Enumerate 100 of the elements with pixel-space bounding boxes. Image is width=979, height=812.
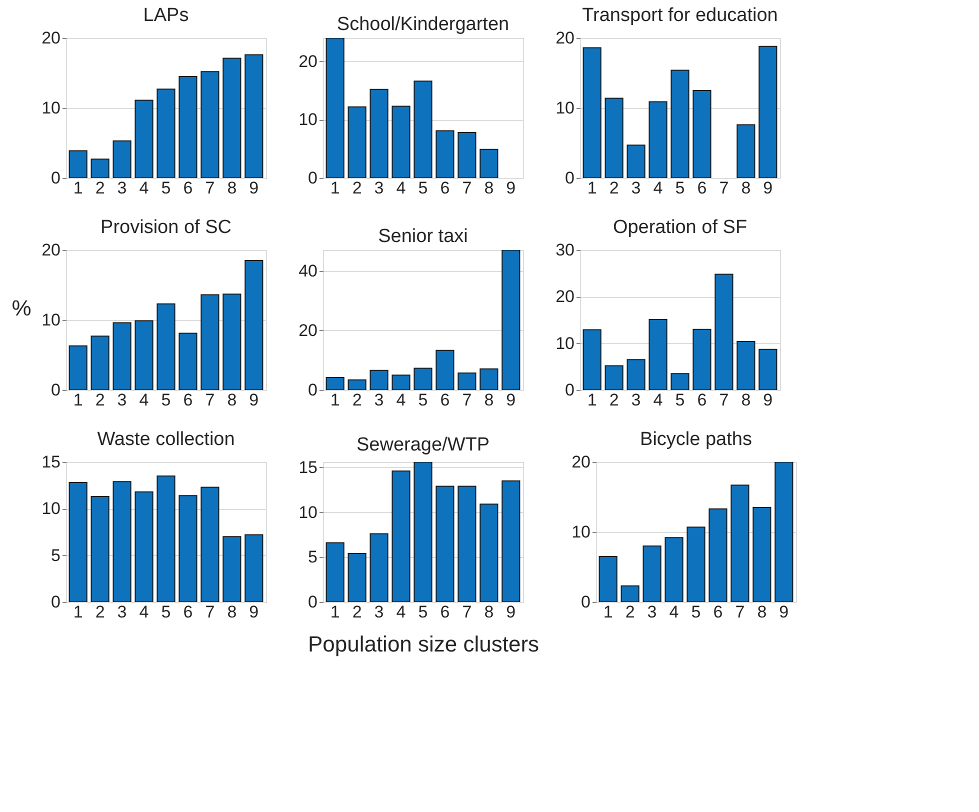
bar (502, 250, 520, 390)
y-tick-label: 30 (556, 240, 574, 260)
x-tick-label: 3 (631, 390, 641, 410)
x-tick-label: 3 (117, 390, 127, 410)
bar (326, 376, 344, 390)
x-tick-label: 6 (440, 602, 450, 622)
bar (730, 484, 750, 602)
x-tick-label: 4 (139, 390, 149, 410)
y-tick-label: 20 (298, 52, 318, 71)
x-tick-label: 8 (484, 178, 494, 198)
x-tick-label: 8 (227, 390, 237, 410)
x-tick-label: 9 (506, 602, 516, 622)
bar (134, 100, 154, 178)
bar (326, 38, 344, 178)
x-tick-label: 2 (95, 390, 105, 410)
bar (604, 365, 624, 390)
x-tick-label: 7 (205, 390, 215, 410)
x-tick-label: 6 (183, 178, 193, 198)
bar (414, 80, 432, 178)
x-tick-label: 5 (161, 602, 171, 622)
x-tick-label: 4 (139, 178, 149, 198)
bar (134, 491, 154, 602)
y-tick-label: 20 (42, 240, 60, 260)
y-tick-label: 0 (565, 380, 574, 400)
bar (112, 322, 132, 390)
bar (736, 124, 756, 178)
x-tick-label: 5 (675, 178, 685, 198)
y-tick-label: 10 (556, 98, 574, 118)
x-tick-label: 3 (374, 602, 384, 622)
y-tick-label: 5 (51, 546, 60, 565)
y-tick-label: 15 (298, 458, 318, 477)
x-tick-label: 4 (653, 178, 663, 198)
y-axis-title: % (12, 296, 32, 320)
x-tick-label: 4 (396, 602, 406, 622)
x-tick-label: 4 (669, 602, 679, 622)
bar (134, 320, 154, 390)
bar (758, 348, 778, 390)
bar (752, 507, 772, 602)
x-tick-label: 3 (117, 178, 127, 198)
bar (112, 140, 132, 178)
y-tick-label: 20 (42, 28, 60, 48)
x-tick-label: 7 (205, 178, 215, 198)
x-tick-label: 1 (587, 390, 597, 410)
y-tick-label: 0 (308, 168, 318, 188)
bar (582, 47, 602, 178)
x-tick-label: 3 (374, 390, 384, 410)
bar (370, 88, 388, 178)
x-tick-label: 9 (779, 602, 789, 622)
x-tick-label: 2 (352, 178, 362, 198)
bar (670, 70, 690, 178)
x-tick-label: 2 (352, 602, 362, 622)
bar (620, 585, 640, 602)
x-tick-label: 2 (609, 390, 619, 410)
x-tick-label: 7 (462, 390, 472, 410)
bar (244, 260, 264, 390)
x-tick-label: 8 (484, 602, 494, 622)
x-tick-label: 2 (625, 602, 635, 622)
y-tick-label: 10 (42, 499, 60, 518)
x-tick-label: 5 (418, 178, 428, 198)
x-tick-label: 7 (719, 178, 729, 198)
bar (200, 486, 220, 602)
x-tick-label: 5 (675, 390, 685, 410)
x-tick-label: 6 (713, 602, 723, 622)
bar (244, 54, 264, 178)
y-tick-label: 15 (42, 452, 60, 472)
x-tick-label: 4 (396, 390, 406, 410)
chart-title: Transport for education (582, 5, 778, 26)
x-tick-label: 9 (249, 390, 259, 410)
x-tick-label: 8 (741, 390, 751, 410)
x-tick-label: 7 (719, 390, 729, 410)
bar (758, 46, 778, 178)
bar (90, 158, 110, 178)
bar (370, 370, 388, 390)
bar (642, 546, 662, 602)
x-tick-label: 4 (653, 390, 663, 410)
y-tick-label: 10 (298, 110, 318, 130)
x-tick-label: 3 (117, 602, 127, 622)
x-tick-label: 9 (249, 178, 259, 198)
x-tick-label: 1 (330, 390, 340, 410)
x-tick-label: 1 (73, 602, 83, 622)
y-tick-label: 0 (308, 380, 318, 400)
bar (436, 486, 454, 602)
y-tick-label: 20 (572, 452, 590, 472)
bar (392, 106, 410, 178)
bar (222, 536, 242, 602)
y-tick-label: 0 (51, 168, 60, 188)
bar (156, 476, 176, 602)
x-tick-label: 3 (647, 602, 657, 622)
bar (598, 556, 618, 602)
x-axis-title: Population size clusters (308, 632, 540, 656)
bar (414, 368, 432, 390)
x-tick-label: 3 (374, 178, 384, 198)
y-tick-label: 10 (42, 310, 60, 330)
x-tick-label: 1 (330, 178, 340, 198)
y-tick-label: 0 (51, 380, 60, 400)
bar (686, 526, 706, 602)
y-tick-label: 20 (298, 320, 318, 340)
y-tick-label: 10 (556, 334, 574, 353)
x-tick-label: 5 (161, 178, 171, 198)
bar (670, 373, 690, 390)
